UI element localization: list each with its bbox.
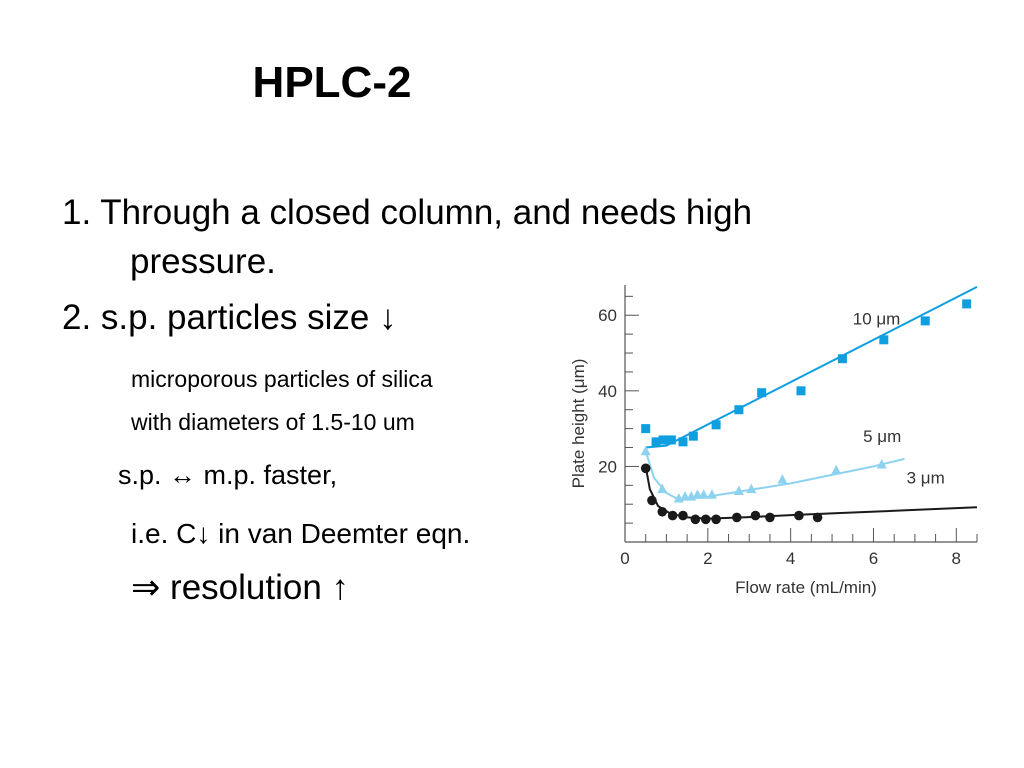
data-point-3um xyxy=(794,510,804,521)
y-tick-label: 40 xyxy=(598,382,617,401)
data-point-10um xyxy=(879,335,889,345)
x-tick-label: 4 xyxy=(786,549,795,568)
data-point-10um xyxy=(757,388,767,398)
series-label: 5 μm xyxy=(863,427,901,446)
x-tick-label: 2 xyxy=(703,549,712,568)
data-point-10um xyxy=(678,437,688,447)
data-point-10um xyxy=(734,405,744,415)
data-point-5um xyxy=(706,489,717,499)
data-point-3um xyxy=(732,512,742,523)
sub-point-diameters: with diameters of 1.5-10 um xyxy=(131,409,415,435)
data-point-3um xyxy=(690,514,701,525)
slide-title: HPLC-2 xyxy=(252,58,412,107)
data-point-3um xyxy=(647,495,657,506)
bullet-1: 1. Through a closed column, and needs hi… xyxy=(62,193,753,232)
data-point-5um xyxy=(831,464,842,475)
data-point-3um xyxy=(750,510,761,521)
bullet-2: 2. s.p. particles size ↓ xyxy=(62,298,397,337)
sub-point-faster: s.p. ↔ m.p. faster, xyxy=(118,460,338,490)
data-point-10um xyxy=(796,386,806,396)
data-point-10um xyxy=(962,299,972,309)
data-point-10um xyxy=(920,316,930,326)
y-axis-title: Plate height (μm) xyxy=(569,359,588,489)
data-point-3um xyxy=(640,463,651,474)
data-point-5um xyxy=(777,474,788,484)
series-label: 10 μm xyxy=(853,310,901,329)
x-tick-label: 6 xyxy=(869,549,878,568)
x-tick-label: 0 xyxy=(620,549,629,568)
data-point-3um xyxy=(667,510,678,521)
data-point-10um xyxy=(651,437,661,447)
data-point-5um xyxy=(640,445,651,456)
sub-point-van-deemter: i.e. C↓ in van Deemter eqn. xyxy=(131,518,471,549)
x-tick-label: 8 xyxy=(952,549,961,568)
data-point-10um xyxy=(666,435,676,445)
sub-point-microporous: microporous particles of silica xyxy=(131,366,433,392)
data-point-5um xyxy=(698,489,709,499)
data-markers xyxy=(640,299,972,525)
fit-line xyxy=(645,286,978,449)
data-point-3um xyxy=(657,506,668,517)
data-point-10um xyxy=(837,354,847,364)
data-point-5um xyxy=(746,483,757,494)
data-point-10um xyxy=(711,420,721,430)
y-tick-label: 20 xyxy=(598,457,617,476)
x-axis-title: Flow rate (mL/min) xyxy=(735,578,877,597)
data-point-3um xyxy=(812,512,823,523)
sub-point-resolution: ⇒ resolution ↑ xyxy=(131,568,350,607)
data-point-10um xyxy=(688,431,698,441)
data-point-3um xyxy=(711,514,721,525)
data-point-5um xyxy=(733,485,744,495)
y-tick-label: 60 xyxy=(598,306,617,325)
data-point-10um xyxy=(641,424,651,434)
data-point-3um xyxy=(678,510,688,521)
chart-labels: 20 40 60 0 2 4 6 8 Flow rate (mL/min) Plate heigh… xyxy=(569,306,961,597)
data-point-10um xyxy=(658,435,668,445)
plate-height-chart: 20 40 60 0 2 4 6 8 Flow rate (mL/min) Plate heigh… xyxy=(569,285,978,597)
axes xyxy=(624,285,978,543)
data-point-3um xyxy=(765,512,775,523)
data-point-5um xyxy=(876,459,887,469)
bullet-1-continuation: pressure. xyxy=(130,242,276,281)
data-point-5um xyxy=(657,483,668,494)
data-point-3um xyxy=(700,514,711,525)
series-label: 3 μm xyxy=(907,468,945,487)
